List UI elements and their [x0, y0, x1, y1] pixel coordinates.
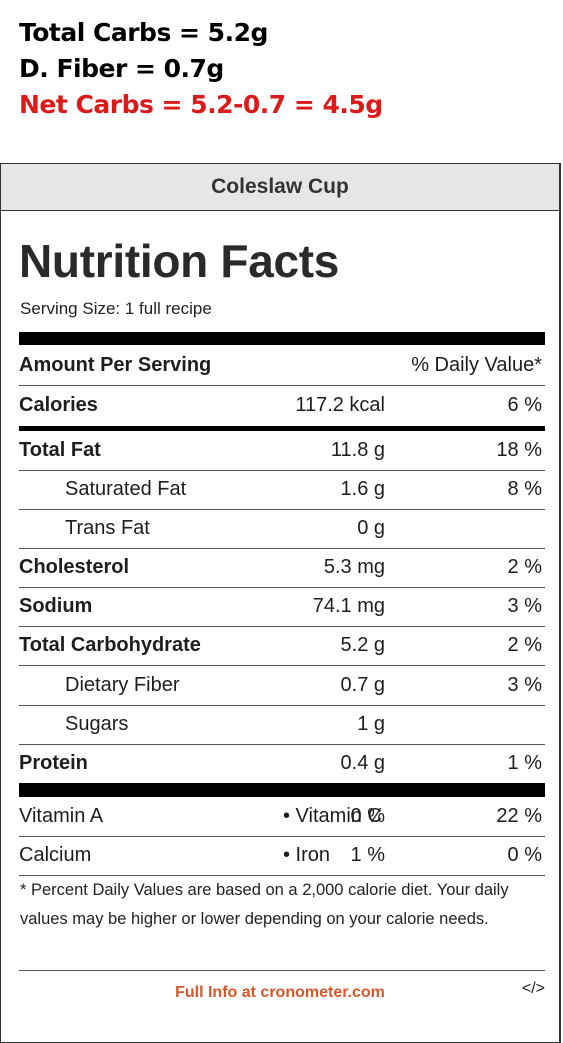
nutrient-amount: 0 g: [357, 517, 385, 539]
thick-divider-bottom: [19, 783, 545, 797]
nutrition-label: Coleslaw Cup Nutrition Facts Serving Siz…: [0, 163, 561, 1043]
footer-divider: [19, 970, 545, 971]
iron-dv: 0 %: [507, 844, 542, 866]
vitamin-c-label: • Vitamin C: [283, 805, 382, 827]
nutrient-row: Cholesterol 5.3 mg 2 %: [19, 548, 545, 588]
nutrient-daily-value: 8 %: [507, 478, 542, 500]
nutrient-daily-value: 6 %: [507, 394, 542, 416]
nutrient-name: Trans Fat: [65, 517, 150, 539]
nutrient-row: Dietary Fiber 0.7 g 3 %: [19, 666, 545, 706]
daily-value-header: % Daily Value*: [411, 354, 542, 376]
full-info-link[interactable]: Full Info at cronometer.com: [175, 984, 385, 1001]
nutrient-name: Saturated Fat: [65, 478, 187, 500]
nutrient-daily-value: 2 %: [507, 634, 542, 656]
nutrient-daily-value: 3 %: [507, 595, 542, 617]
nutrient-name: Total Fat: [19, 439, 101, 461]
vitamin-a-label: Vitamin A: [19, 805, 104, 827]
note-fiber: D. Fiber = 0.7g: [19, 54, 224, 83]
nutrient-amount: 11.8 g: [330, 439, 385, 461]
nutrient-name: Sodium: [19, 595, 93, 617]
vitamin-row: Vitamin A 0 % • Vitamin C 22 %: [19, 797, 545, 837]
nutrient-row: Saturated Fat 1.6 g 8 %: [19, 470, 545, 510]
nutrient-daily-value: 18 %: [496, 439, 542, 461]
nutrient-name: Total Carbohydrate: [19, 634, 201, 656]
vitamin-a-dv: 0 %: [350, 805, 385, 827]
nutrient-amount: 74.1 mg: [312, 595, 385, 617]
nutrient-row: Total Carbohydrate 5.2 g 2 %: [19, 626, 545, 666]
note-net-carbs: Net Carbs = 5.2-0.7 = 4.5g: [19, 90, 383, 119]
nutrient-amount: 5.3 mg: [323, 556, 385, 578]
vitamin-c-dv: 22 %: [496, 805, 542, 827]
amount-header-row: Amount Per Serving % Daily Value*: [19, 346, 545, 386]
nutrient-row: Sodium 74.1 mg 3 %: [19, 587, 545, 627]
thick-divider: [19, 332, 545, 345]
nutrient-name: Calories: [19, 394, 98, 416]
iron-label: • Iron: [283, 844, 331, 866]
nutrient-name: Sugars: [65, 713, 129, 735]
nutrient-amount: 117.2 kcal: [295, 394, 385, 416]
nutrient-amount: 0.4 g: [340, 752, 385, 774]
nutrient-daily-value: 2 %: [507, 556, 542, 578]
nutrient-name: Cholesterol: [19, 556, 130, 578]
nutrient-row: Protein 0.4 g 1 %: [19, 744, 545, 783]
nutrition-facts-heading: Nutrition Facts: [19, 235, 340, 287]
daily-value-footnote: * Percent Daily Values are based on a 2,…: [20, 881, 509, 928]
nutrient-daily-value: 1 %: [507, 752, 542, 774]
nutrient-amount: 0.7 g: [340, 674, 385, 696]
calcium-dv: 1 %: [350, 844, 385, 866]
nutrient-name: Protein: [19, 752, 88, 774]
calcium-label: Calcium: [19, 844, 92, 866]
recipe-title: Coleslaw Cup: [1, 164, 559, 211]
code-icon[interactable]: </>: [521, 980, 545, 997]
nutrient-amount: 1.6 g: [340, 478, 385, 500]
note-total-carbs: Total Carbs = 5.2g: [19, 18, 268, 47]
nutrient-row: Calories 117.2 kcal 6 %: [19, 386, 545, 425]
amount-per-serving: Amount Per Serving: [19, 354, 212, 376]
nutrient-row: Sugars 1 g: [19, 705, 545, 745]
mineral-row: Calcium 1 % • Iron 0 %: [19, 836, 545, 875]
nutrient-name: Dietary Fiber: [65, 674, 180, 696]
medium-divider: [19, 426, 545, 431]
nutrient-row: Total Fat 11.8 g 18 %: [19, 431, 545, 471]
serving-size: Serving Size: 1 full recipe: [20, 299, 212, 318]
nutrient-daily-value: 3 %: [507, 674, 542, 696]
nutrient-amount: 1 g: [357, 713, 385, 735]
footnote-divider: [19, 875, 545, 876]
nutrient-amount: 5.2 g: [340, 634, 385, 656]
nutrient-row: Trans Fat 0 g: [19, 509, 545, 549]
